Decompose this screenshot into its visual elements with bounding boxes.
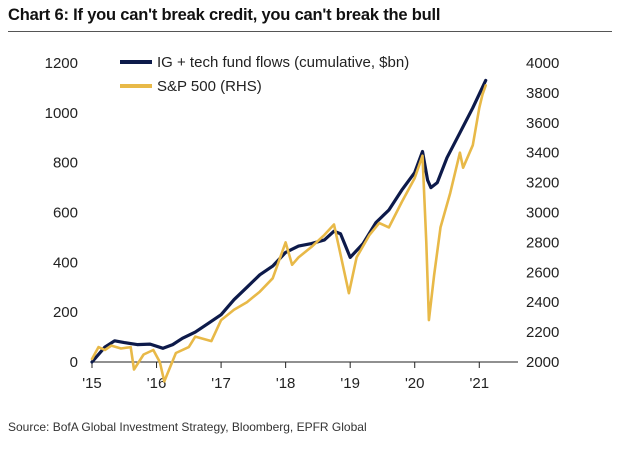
y-right-tick-label: 3000 <box>526 205 559 222</box>
x-tick-label: '15 <box>82 375 102 392</box>
y-left-tick-label: 200 <box>53 304 78 321</box>
title-divider <box>8 31 612 32</box>
x-tick-label: '16 <box>147 375 167 392</box>
y-right-tick-label: 2000 <box>526 354 559 371</box>
y-left-tick-label: 600 <box>53 205 78 222</box>
y-right-tick-label: 3200 <box>526 175 559 192</box>
x-tick-label: '17 <box>211 375 231 392</box>
series-line-ig-tech-flows <box>90 78 488 364</box>
y-right-tick-label: 2800 <box>526 234 559 251</box>
chart-title: Chart 6: If you can't break credit, you … <box>8 6 441 24</box>
y-right-tick-label: 4000 <box>526 55 559 72</box>
y-right-axis: 2000 2200 2400 2600 2800 3000 3200 3400 3600 3800… <box>526 55 559 371</box>
series-line-sp500 <box>90 84 488 383</box>
y-right-tick-label: 3400 <box>526 145 559 162</box>
y-right-tick-label: 3600 <box>526 115 559 132</box>
x-tick-label: '20 <box>405 375 425 392</box>
y-right-tick-label: 2200 <box>526 324 559 341</box>
series-layer <box>90 78 488 383</box>
x-tick-label: '18 <box>276 375 296 392</box>
y-right-tick-label: 2400 <box>526 294 559 311</box>
legend-label-sp500: S&P 500 (RHS) <box>157 78 262 95</box>
x-axis: '15 '16 '17 '18 '19 '20 '21 <box>82 361 518 392</box>
y-left-tick-label: 400 <box>53 254 78 271</box>
source-note: Source: BofA Global Investment Strategy,… <box>8 420 367 434</box>
legend: IG + tech fund flows (cumulative, $bn) S… <box>120 54 409 95</box>
y-right-tick-label: 3800 <box>526 85 559 102</box>
y-right-tick-label: 2600 <box>526 264 559 281</box>
legend-label-ig-tech: IG + tech fund flows (cumulative, $bn) <box>157 54 409 71</box>
y-left-tick-label: 1000 <box>45 105 78 122</box>
x-tick-group: '15 '16 '17 '18 '19 '20 '21 <box>82 362 489 392</box>
y-left-tick-label: 0 <box>70 354 78 371</box>
x-tick-label: '21 <box>469 375 489 392</box>
y-left-tick-label: 1200 <box>45 55 78 72</box>
y-left-tick-label: 800 <box>53 155 78 172</box>
x-tick-label: '19 <box>340 375 360 392</box>
y-left-axis: 0 200 400 600 800 1000 1200 <box>45 55 78 371</box>
